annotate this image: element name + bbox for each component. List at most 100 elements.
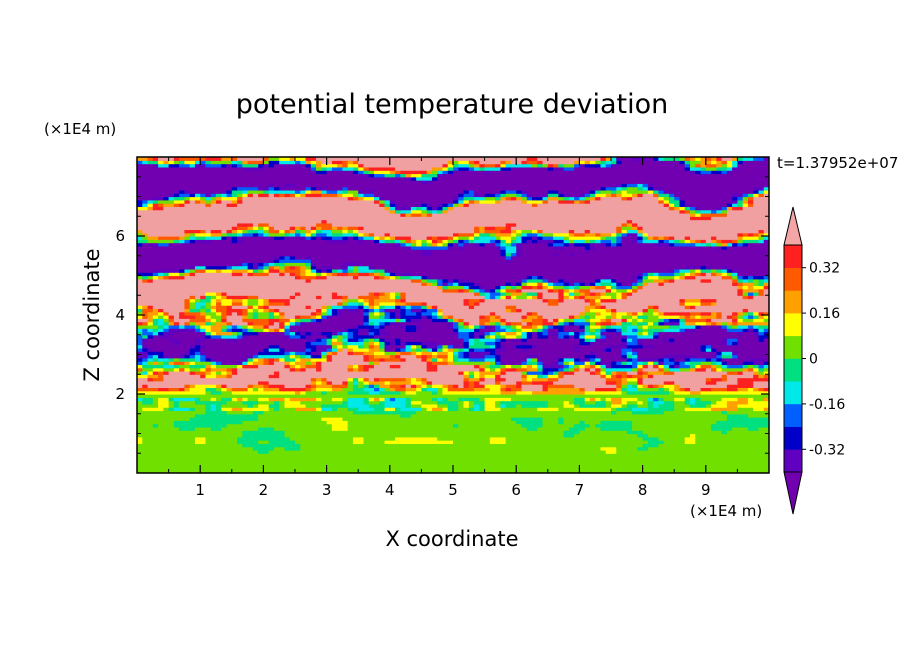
heatmap-cell [579, 449, 586, 454]
heatmap-cell [347, 466, 354, 471]
heatmap-cell [716, 469, 723, 473]
heatmap-field [137, 157, 769, 473]
heatmap-cell [647, 433, 654, 438]
heatmap-cell [184, 420, 191, 425]
heatmap-cell [263, 436, 270, 441]
heatmap-cell [231, 420, 238, 425]
heatmap-cell [637, 466, 644, 471]
heatmap-cell [458, 469, 465, 473]
heatmap-cell [653, 413, 659, 418]
heatmap-cell [379, 426, 386, 431]
heatmap-cell [200, 443, 207, 448]
heatmap-cell [231, 449, 238, 454]
heatmap-cell [210, 390, 217, 395]
heatmap-cell [453, 453, 459, 458]
heatmap-cell [194, 453, 201, 458]
heatmap-cell [537, 443, 544, 448]
heatmap-cell [226, 446, 233, 451]
heatmap-cell [374, 430, 380, 435]
heatmap-cell [321, 417, 328, 421]
heatmap-cell [326, 446, 333, 451]
heatmap-cell [458, 397, 465, 402]
heatmap-cell [331, 390, 338, 395]
heatmap-cell [158, 387, 164, 392]
heatmap-cell [484, 403, 491, 408]
heatmap-cell [611, 403, 617, 408]
heatmap-cell [500, 403, 507, 408]
heatmap-cell [226, 453, 233, 458]
heatmap-cell [526, 426, 533, 431]
heatmap-cell [142, 413, 149, 418]
heatmap-cell [352, 397, 359, 402]
heatmap-cell [395, 430, 401, 435]
heatmap-cell [647, 400, 654, 405]
heatmap-cell [558, 469, 565, 473]
heatmap-cell [758, 403, 765, 408]
heatmap-cell [284, 463, 291, 468]
heatmap-cell [221, 420, 228, 425]
heatmap-cell [468, 433, 475, 438]
heatmap-cell [347, 463, 354, 468]
heatmap-cell [279, 407, 286, 412]
heatmap-cell [716, 426, 723, 431]
heatmap-cell [521, 463, 528, 468]
heatmap-cell [642, 390, 649, 395]
heatmap-cell [321, 423, 328, 428]
heatmap-cell [489, 453, 496, 458]
heatmap-cell [158, 410, 164, 415]
heatmap-cell [516, 440, 523, 444]
heatmap-cell [711, 410, 717, 415]
heatmap-cell [521, 456, 528, 461]
heatmap-cell [252, 469, 259, 473]
heatmap-cell [453, 443, 459, 448]
heatmap-cell [658, 390, 665, 395]
heatmap-cell [632, 417, 638, 421]
heatmap-cell [326, 436, 333, 441]
heatmap-cell [374, 403, 380, 408]
heatmap-cell [158, 469, 164, 473]
heatmap-cell [505, 426, 512, 431]
heatmap-cell [289, 417, 296, 421]
heatmap-cell [374, 420, 380, 425]
heatmap-cell [426, 453, 433, 458]
heatmap-cell [663, 413, 670, 418]
heatmap-cell [205, 397, 212, 402]
heatmap-cell [489, 390, 496, 395]
heatmap-cell [674, 459, 681, 464]
heatmap-cell [437, 426, 444, 431]
heatmap-cell [300, 423, 307, 428]
heatmap-cell [263, 459, 270, 464]
heatmap-cell [700, 449, 707, 454]
heatmap-cell [194, 463, 201, 468]
heatmap-cell [484, 459, 491, 464]
heatmap-cell [173, 456, 180, 461]
heatmap-cell [147, 463, 154, 468]
heatmap-cell [558, 453, 565, 458]
heatmap-cell [679, 423, 686, 428]
heatmap-cell [763, 390, 769, 395]
heatmap-cell [321, 449, 328, 454]
heatmap-cell [431, 403, 438, 408]
heatmap-cell [168, 423, 175, 428]
heatmap-cell [447, 403, 454, 408]
heatmap-cell [621, 426, 628, 431]
heatmap-cell [458, 453, 465, 458]
heatmap-cell [563, 436, 570, 441]
heatmap-cell [205, 436, 212, 441]
heatmap-cell [421, 426, 428, 431]
heatmap-cell [426, 430, 433, 435]
heatmap-cell [168, 446, 175, 451]
heatmap-cell [684, 446, 691, 451]
heatmap-cell [521, 423, 528, 428]
heatmap-cell [147, 394, 154, 398]
heatmap-cell [247, 463, 254, 468]
heatmap-cell [663, 446, 670, 451]
heatmap-cell [611, 400, 617, 405]
heatmap-cell [168, 397, 175, 402]
heatmap-cell [468, 426, 475, 431]
heatmap-cell [595, 400, 602, 405]
heatmap-cell [605, 463, 612, 468]
heatmap-cell [384, 456, 391, 461]
heatmap-cell [605, 456, 612, 461]
heatmap-cell [352, 410, 359, 415]
